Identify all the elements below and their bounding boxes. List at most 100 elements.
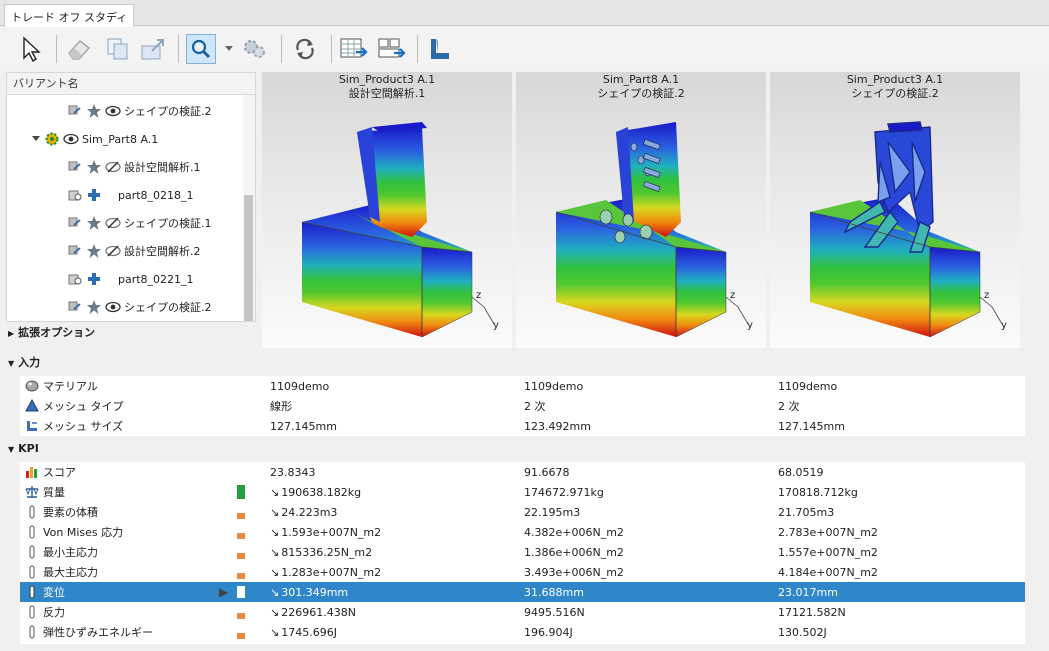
expand-arrow-icon[interactable]: ▶ (8, 329, 15, 338)
sensor-icon (24, 604, 40, 620)
tree-row[interactable]: part8_0221_1 (67, 266, 194, 292)
bottom-edge (0, 644, 1049, 651)
tab-trade-off-study[interactable]: トレード オフ スタディ (4, 4, 135, 27)
cell-value: 22.195m3 (524, 505, 581, 519)
table-row[interactable]: 反力 ↘ 226961.438N 9495.516N 17121.582N (20, 602, 1025, 622)
view-title-product: Sim_Product3 A.1 (846, 73, 944, 86)
tree-row-label: part8_0218_1 (118, 188, 194, 202)
collapse-arrow-icon[interactable] (31, 131, 41, 147)
table-row[interactable]: マテリアル 1109demo 1109demo 1109demo (20, 376, 1025, 396)
table-row[interactable]: 質量 ↘ 190638.182kg 174672.971kg 170818.712… (20, 482, 1025, 502)
material-icon (24, 378, 40, 394)
star-icon[interactable] (86, 215, 102, 231)
dropdown-icon[interactable] (222, 34, 236, 64)
zoom-icon[interactable] (186, 34, 216, 64)
cell-value: 91.6678 (524, 465, 570, 479)
refresh-icon[interactable] (290, 34, 320, 64)
analysis-icon (67, 299, 83, 315)
tree-row-label: Sim_Part8 A.1 (82, 132, 159, 146)
analysis-icon (67, 243, 83, 259)
table-row[interactable]: 弾性ひずみエネルギー ↘ 1745.696J 196.904J 130.502J (20, 622, 1025, 642)
table-export-icon[interactable] (338, 34, 368, 64)
star-icon[interactable] (86, 103, 102, 119)
star-icon[interactable] (86, 299, 102, 315)
select-arrow-icon[interactable] (16, 34, 46, 64)
section-input[interactable]: ▼ 入力 (8, 356, 41, 369)
analysis-icon (67, 215, 83, 231)
tab-bar: トレード オフ スタディ (0, 0, 1049, 27)
compare-export-icon[interactable] (376, 34, 406, 64)
row-label: スコア (24, 464, 76, 480)
variant-view-2[interactable]: Sim_Part8 A.1 シェイプの検証.2 (516, 72, 766, 348)
mesh-icon (67, 271, 83, 287)
cell-value: ↘ 24.223m3 (270, 505, 338, 519)
section-kpi[interactable]: ▼ KPI (8, 442, 39, 455)
table-row-selected[interactable]: 変位 ▶ ↘ 301.349mm 31.688mm 23.017mm (20, 582, 1025, 602)
eye-hidden-icon[interactable] (105, 159, 121, 175)
tree-row-label: シェイプの検証.1 (124, 217, 212, 230)
trend-down-icon: ↘ (270, 485, 280, 499)
cell-value: 127.145mm (778, 419, 845, 433)
scale-icon (24, 484, 40, 500)
table-row[interactable]: 最小主応力 ↘ 815336.25N_m2 1.386e+006N_m2 1.55… (20, 542, 1025, 562)
cell-value: 4.184e+007N_m2 (778, 565, 878, 579)
model-render-3 (809, 121, 1003, 338)
cell-value: 1109demo (270, 379, 330, 393)
collapse-arrow-icon[interactable]: ▼ (8, 445, 15, 454)
sensor-icon (24, 624, 40, 640)
table-row[interactable]: Von Mises 応力 ↘ 1.593e+007N_m2 4.382e+006N… (20, 522, 1025, 542)
tree-row-label: シェイプの検証.2 (124, 301, 212, 314)
shape-icon[interactable] (424, 34, 454, 64)
input-table: マテリアル 1109demo 1109demo 1109demo メッシュ タイ… (20, 376, 1025, 436)
cell-value: ↘ 226961.438N (270, 605, 356, 619)
eye-icon[interactable] (105, 103, 121, 119)
eye-icon[interactable] (105, 299, 121, 315)
eye-hidden-icon[interactable] (105, 243, 121, 259)
copy-icon[interactable] (102, 34, 132, 64)
table-row[interactable]: 最大主応力 ↘ 1.283e+007N_m2 3.493e+006N_m2 4.1… (20, 562, 1025, 582)
star-icon[interactable] (86, 159, 102, 175)
table-row[interactable]: メッシュ タイプ 線形 2 次 2 次 (20, 396, 1025, 416)
eye-hidden-icon[interactable] (105, 215, 121, 231)
tree-row[interactable]: 設計空間解析.1 (67, 154, 201, 180)
axis-y-label: y (1001, 320, 1007, 331)
variant-view-3[interactable]: Sim_Product3 A.1 シェイプの検証.2 z y (770, 72, 1020, 348)
tree-scrollbar[interactable] (243, 95, 255, 321)
cell-value: 68.0519 (778, 465, 824, 479)
settings-gear-icon[interactable] (240, 34, 270, 64)
tree-scrollbar-thumb[interactable] (244, 195, 253, 321)
trend-down-icon: ↘ (270, 585, 280, 599)
plus-icon[interactable] (86, 187, 102, 203)
mesh-type-icon (24, 398, 40, 414)
tree-row[interactable]: シェイプの検証.1 (67, 210, 212, 236)
sensor-icon (24, 524, 40, 540)
view-title-analysis: 設計空間解析.1 (348, 87, 426, 100)
plus-icon[interactable] (86, 271, 102, 287)
variant-views: Sim_Product3 A.1 設計空間解析.1 z y Sim_Part8 … (262, 72, 1022, 348)
section-extended-options[interactable]: ▶ 拡張オプション (8, 326, 96, 339)
kpi-indicator (237, 513, 245, 519)
cell-value: 1.557e+007N_m2 (778, 545, 878, 559)
cell-value: ↘ 1745.696J (270, 625, 337, 639)
tree-row[interactable]: 設計空間解析.2 (67, 238, 201, 264)
tree-row[interactable]: part8_0218_1 (67, 182, 194, 208)
cell-value: 1109demo (524, 379, 584, 393)
cell-value: 123.492mm (524, 419, 591, 433)
tree-row[interactable]: Sim_Part8 A.1 (31, 126, 158, 152)
cell-value: 2.783e+007N_m2 (778, 525, 878, 539)
collapse-arrow-icon[interactable]: ▼ (8, 359, 15, 368)
tree-row[interactable]: シェイプの検証.2 (67, 98, 212, 124)
cell-value: ↘ 815336.25N_m2 (270, 545, 373, 559)
eraser-icon[interactable] (64, 34, 94, 64)
export-icon[interactable] (138, 34, 168, 64)
cell-value: 196.904J (524, 625, 573, 639)
table-row[interactable]: メッシュ サイズ 127.145mm 123.492mm 127.145mm (20, 416, 1025, 436)
table-row[interactable]: スコア 23.8343 91.6678 68.0519 (20, 462, 1025, 482)
variant-view-1[interactable]: Sim_Product3 A.1 設計空間解析.1 z y (262, 72, 512, 348)
eye-icon[interactable] (63, 131, 79, 147)
cell-value: 21.705m3 (778, 505, 835, 519)
table-row[interactable]: 要素の体積 ↘ 24.223m3 22.195m3 21.705m3 (20, 502, 1025, 522)
star-icon[interactable] (86, 243, 102, 259)
tree-row[interactable]: シェイプの検証.2 (67, 294, 212, 320)
trend-down-icon: ↘ (270, 605, 280, 619)
